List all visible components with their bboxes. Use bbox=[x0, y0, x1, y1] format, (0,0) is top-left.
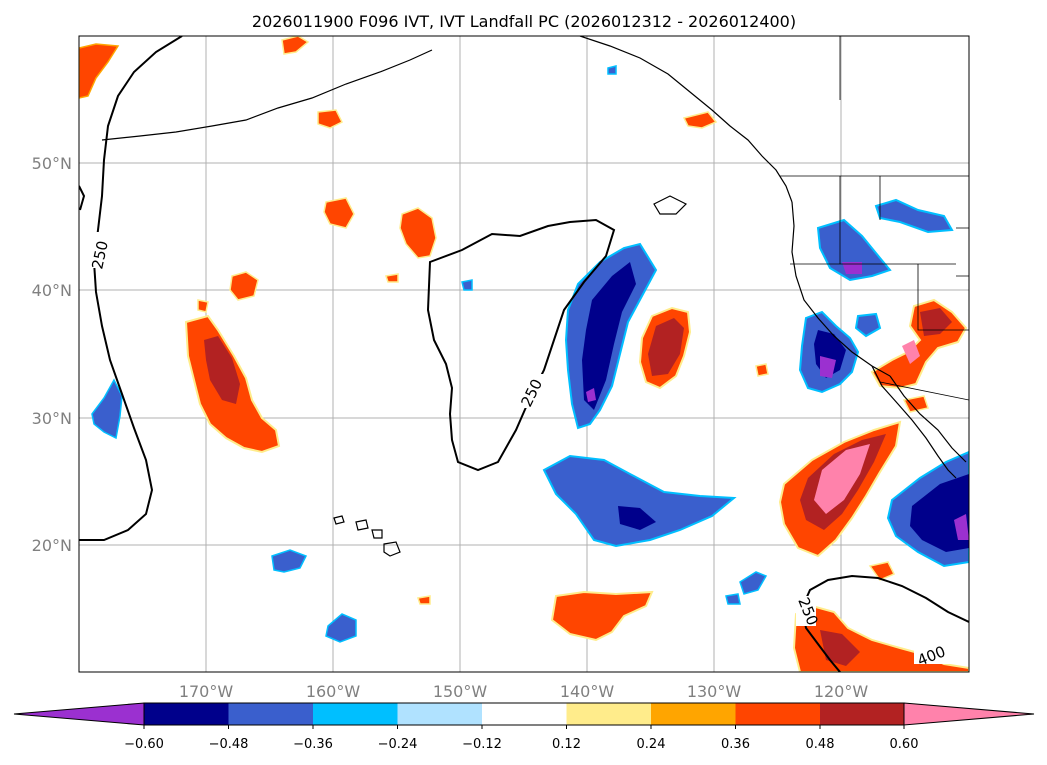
pc-region bbox=[79, 43, 120, 99]
colorbar-label: 0.12 bbox=[552, 737, 581, 752]
lat-label-40: 40°N bbox=[32, 281, 72, 300]
colorbar-label: −0.48 bbox=[209, 737, 249, 752]
lon-label-120w: 120°W bbox=[814, 682, 869, 701]
longitude-labels: 170°W 160°W 150°W 140°W 130°W 120°W bbox=[179, 682, 869, 701]
colorbar-segment bbox=[313, 703, 398, 725]
pc-region-core bbox=[204, 336, 240, 404]
colorbar: −0.60 −0.48 −0.36 −0.24 −0.12 0.12 0.24 … bbox=[13, 702, 1035, 752]
political-borders bbox=[780, 36, 969, 401]
colorbar-frame bbox=[143, 702, 905, 726]
colorbar-label: 0.48 bbox=[806, 737, 835, 752]
colorbar-label: 0.60 bbox=[890, 737, 919, 752]
colorbar-label: −0.24 bbox=[378, 737, 418, 752]
colorbar-segment bbox=[820, 703, 904, 725]
lat-label-30: 30°N bbox=[32, 409, 72, 428]
negative-anomaly-regions bbox=[91, 65, 969, 643]
colorbar-label: −0.36 bbox=[293, 737, 333, 752]
colorbar-segment bbox=[566, 703, 651, 725]
colorbar-label: 0.36 bbox=[721, 737, 750, 752]
lat-label-20: 20°N bbox=[32, 536, 72, 555]
map-area: 250 250 250 400 bbox=[79, 36, 969, 672]
lat-label-50: 50°N bbox=[32, 154, 72, 173]
contour-labels: 250 250 250 400 bbox=[86, 232, 958, 670]
colorbar-segment bbox=[228, 703, 313, 725]
colorbar-segment bbox=[144, 703, 229, 725]
lon-label-130w: 130°W bbox=[687, 682, 742, 701]
positive-anomaly-regions bbox=[79, 36, 969, 672]
colorbar-extend-high bbox=[903, 702, 1035, 726]
colorbar-segment bbox=[735, 703, 820, 725]
lon-label-170w: 170°W bbox=[179, 682, 234, 701]
lon-label-160w: 160°W bbox=[306, 682, 361, 701]
colorbar-label: −0.60 bbox=[124, 737, 164, 752]
contour-label: 250 bbox=[88, 239, 112, 271]
map-frame bbox=[78, 35, 970, 673]
coastlines bbox=[101, 36, 967, 557]
colorbar-segment bbox=[651, 703, 736, 725]
colorbar-extend-low bbox=[13, 702, 145, 726]
colorbar-segment bbox=[397, 703, 482, 725]
lon-label-140w: 140°W bbox=[560, 682, 615, 701]
colorbar-label: −0.12 bbox=[462, 737, 502, 752]
latitude-labels: 20°N 30°N 40°N 50°N bbox=[32, 154, 72, 555]
lon-label-150w: 150°W bbox=[433, 682, 488, 701]
figure-title: 2026011900 F096 IVT, IVT Landfall PC (20… bbox=[252, 12, 796, 31]
colorbar-segment bbox=[482, 703, 567, 725]
ivt-contours bbox=[79, 36, 969, 672]
colorbar-label: 0.24 bbox=[637, 737, 666, 752]
